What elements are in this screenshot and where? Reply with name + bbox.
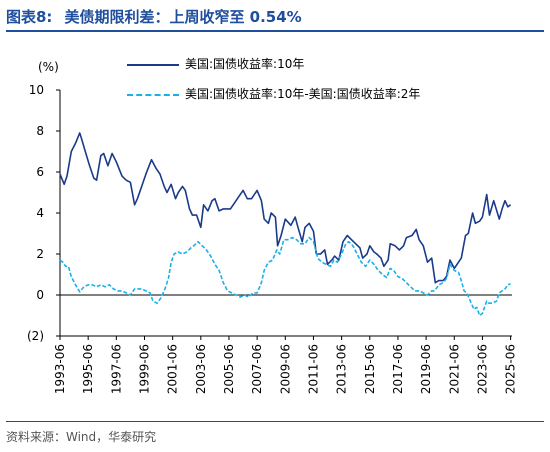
legend-item-10y: 美国:国债收益率:10年 — [127, 55, 304, 72]
figure-number: 图表8: — [6, 8, 53, 26]
y-tick-label: 10 — [29, 83, 44, 97]
x-tick-label: 2025-06 — [504, 344, 518, 394]
y-tick-label: (2) — [27, 329, 44, 343]
y-tick-label: 0 — [36, 288, 44, 302]
series-line-spread — [59, 236, 511, 317]
footer-divider — [6, 421, 544, 422]
x-tick-label: 2021-06 — [447, 344, 461, 394]
legend-label-10y: 美国:国债收益率:10年 — [185, 57, 305, 71]
legend-label-spread: 美国:国债收益率:10年-美国:国债收益率:2年 — [185, 87, 421, 101]
source-note: 资料来源：Wind，华泰研究 — [6, 430, 157, 444]
x-tick-label: 2001-06 — [166, 344, 180, 394]
legend-swatch-10y — [127, 63, 179, 66]
x-tick-label: 2015-06 — [363, 344, 377, 394]
x-tick-label: 2023-06 — [475, 344, 489, 394]
x-tick-label: 2019-06 — [419, 344, 433, 394]
y-tick-label: 2 — [36, 247, 44, 261]
chart-lines — [59, 132, 512, 317]
x-tick-label: 2017-06 — [391, 344, 405, 394]
chart-title: 图表8: 美债期限利差：上周收窄至 0.54% — [6, 6, 302, 27]
x-tick-label: 2011-06 — [306, 344, 320, 394]
x-tick-label: 1997-06 — [109, 344, 123, 394]
title-text: 美债期限利差：上周收窄至 0.54% — [64, 8, 302, 26]
x-tick-label: 2013-06 — [335, 344, 349, 394]
chart-axes — [59, 90, 512, 337]
title-bar: 图表8: 美债期限利差：上周收窄至 0.54% — [6, 4, 544, 32]
y-tick-label: 8 — [36, 124, 44, 138]
y-tick-label: 6 — [36, 165, 44, 179]
y-unit-label: (%) — [38, 60, 59, 74]
x-tick-label: 2007-06 — [250, 344, 264, 394]
y-axis-ticks: (2) 0 2 4 6 8 10 — [27, 83, 60, 343]
legend-item-spread: 美国:国债收益率:10年-美国:国债收益率:2年 — [127, 85, 420, 102]
x-tick-label: 1993-06 — [53, 344, 67, 394]
y-tick-label: 4 — [36, 206, 44, 220]
x-tick-label: 1995-06 — [81, 344, 95, 394]
x-tick-label: 1999-06 — [137, 344, 151, 394]
x-tick-label: 2005-06 — [222, 344, 236, 394]
legend-swatch-spread — [127, 93, 179, 96]
series-line-10y — [59, 132, 512, 284]
x-tick-label: 2009-06 — [278, 344, 292, 394]
x-axis-ticks: 1993-06 1995-06 1997-06 1999-06 2001-06 2003-… — [53, 336, 518, 394]
x-tick-label: 2003-06 — [194, 344, 208, 394]
